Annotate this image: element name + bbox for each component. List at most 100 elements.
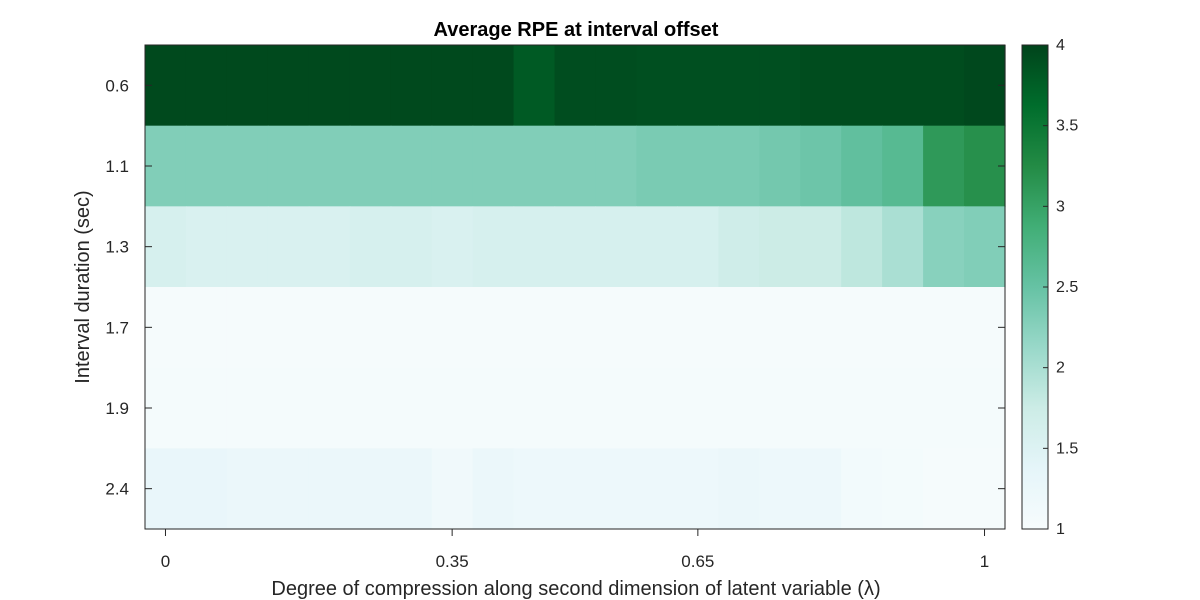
x-tick-label: 0 (161, 552, 170, 571)
heatmap-cell-r3-c13 (677, 287, 719, 369)
y-axis-ticks: 0.6 1.1 1.3 1.7 1.9 2.4 (105, 76, 1005, 499)
heatmap-cell-r2-c1 (185, 206, 228, 288)
heatmap-cell-r1-c18 (882, 125, 924, 207)
heatmap-cell-r4-c11 (595, 367, 638, 449)
heatmap-cell-r0-c9 (513, 45, 556, 127)
heatmap-cell-r3-c1 (185, 287, 228, 369)
heatmap-cell-r3-c14 (718, 287, 760, 369)
heatmap-cell-r5-c15 (759, 448, 801, 530)
heatmap-cell-r3-c6 (390, 287, 433, 369)
heatmap-cell-r5-c8 (472, 448, 515, 530)
heatmap-cell-r0-c7 (431, 45, 474, 127)
heatmap-cell-r0-c6 (390, 45, 433, 127)
heatmap-cell-r1-c16 (800, 125, 842, 207)
heatmap-cell-r1-c4 (308, 125, 351, 207)
heatmap-cell-r1-c10 (554, 125, 597, 207)
heatmap-cell-r5-c12 (636, 448, 678, 530)
heatmap-cell-r0-c15 (759, 45, 801, 127)
heatmap-cell-r3-c15 (759, 287, 801, 369)
heatmap-cell-r3-c16 (800, 287, 842, 369)
heatmap-cell-r4-c1 (185, 367, 228, 449)
heatmap-cell-r1-c7 (431, 125, 474, 207)
colorbar-tick-label: 1.5 (1056, 440, 1078, 457)
colorbar-tick-label: 2.5 (1056, 279, 1078, 296)
heatmap-cell-r2-c8 (472, 206, 515, 288)
heatmap-cell-r1-c2 (226, 125, 269, 207)
heatmap-cell-r0-c2 (226, 45, 269, 127)
heatmap-cell-r1-c11 (595, 125, 638, 207)
heatmap-cell-r2-c6 (390, 206, 433, 288)
heatmap-cell-r5-c19 (923, 448, 965, 530)
heatmap-cell-r5-c2 (226, 448, 269, 530)
heatmap-cell-r3-c17 (841, 287, 883, 369)
heatmap-cell-r4-c5 (349, 367, 392, 449)
heatmap-cell-r0-c5 (349, 45, 392, 127)
heatmap-cell-r4-c14 (718, 367, 760, 449)
heatmap-cell-r1-c14 (718, 125, 760, 207)
heatmap-cell-r0-c10 (554, 45, 597, 127)
heatmap-cell-r2-c13 (677, 206, 719, 288)
heatmap-cell-r0-c1 (185, 45, 228, 127)
heatmap-cell-r2-c15 (759, 206, 801, 288)
heatmap-cell-r5-c11 (595, 448, 638, 530)
heatmap-cell-r5-c1 (185, 448, 228, 530)
x-axis-ticks: 0 0.35 0.65 1 (161, 529, 989, 571)
heatmap-cell-r4-c12 (636, 367, 678, 449)
heatmap-cell-r2-c9 (513, 206, 556, 288)
heatmap-cell-r0-c18 (882, 45, 924, 127)
heatmap-cell-r2-c7 (431, 206, 474, 288)
heatmap-cell-r3-c18 (882, 287, 924, 369)
heatmap-cell-r4-c6 (390, 367, 433, 449)
chart-title: Average RPE at interval offset (434, 19, 719, 41)
heatmap-cell-r3-c8 (472, 287, 515, 369)
heatmap-cell-r5-c10 (554, 448, 597, 530)
heatmap-cell-r5-c5 (349, 448, 392, 530)
heatmap-cell-r4-c19 (923, 367, 965, 449)
heatmap-cell-r5-c7 (431, 448, 474, 530)
heatmap-cell-r5-c14 (718, 448, 760, 530)
heatmap-cell-r4-c15 (759, 367, 801, 449)
heatmap-cell-r5-c18 (882, 448, 924, 530)
heatmap-cells (145, 45, 1006, 530)
colorbar-tick-label: 2 (1056, 360, 1065, 377)
y-tick-label: 1.9 (105, 399, 129, 418)
x-tick-label: 1 (980, 552, 989, 571)
y-tick-label: 1.3 (105, 238, 129, 257)
heatmap-cell-r0-c8 (472, 45, 515, 127)
heatmap-cell-r0-c17 (841, 45, 883, 127)
heatmap-cell-r5-c16 (800, 448, 842, 530)
heatmap-cell-r4-c8 (472, 367, 515, 449)
heatmap-cell-r4-c13 (677, 367, 719, 449)
heatmap-cell-r5-c6 (390, 448, 433, 530)
heatmap-cell-r1-c13 (677, 125, 719, 207)
heatmap-cell-r1-c8 (472, 125, 515, 207)
heatmap-cell-r4-c18 (882, 367, 924, 449)
heatmap-cell-r3-c2 (226, 287, 269, 369)
heatmap-cell-r2-c18 (882, 206, 924, 288)
y-tick-label: 2.4 (105, 480, 129, 499)
heatmap-cell-r3-c12 (636, 287, 678, 369)
heatmap-cell-r2-c11 (595, 206, 638, 288)
plot-frame (144, 44, 1006, 530)
heatmap-cell-r1-c1 (185, 125, 228, 207)
heatmap-cell-r0-c19 (923, 45, 965, 127)
heatmap-cell-r0-c4 (308, 45, 351, 127)
heatmap-cell-r0-c11 (595, 45, 638, 127)
heatmap-cell-r0-c12 (636, 45, 678, 127)
heatmap-cell-r4-c17 (841, 367, 883, 449)
heatmap-cell-r5-c4 (308, 448, 351, 530)
heatmap-cell-r5-c9 (513, 448, 556, 530)
heatmap-cell-r1-c19 (923, 125, 965, 207)
heatmap-cell-r3-c10 (554, 287, 597, 369)
y-axis-label: Interval duration (sec) (72, 190, 94, 383)
colorbar-tick-label: 1 (1056, 521, 1065, 538)
heatmap-cell-r1-c17 (841, 125, 883, 207)
heatmap-cell-r3-c9 (513, 287, 556, 369)
heatmap-cell-r4-c9 (513, 367, 556, 449)
heatmap-cell-r4-c2 (226, 367, 269, 449)
heatmap-cell-r3-c11 (595, 287, 638, 369)
heatmap-cell-r2-c12 (636, 206, 678, 288)
heatmap-cell-r4-c7 (431, 367, 474, 449)
heatmap-cell-r2-c14 (718, 206, 760, 288)
heatmap-cell-r2-c4 (308, 206, 351, 288)
